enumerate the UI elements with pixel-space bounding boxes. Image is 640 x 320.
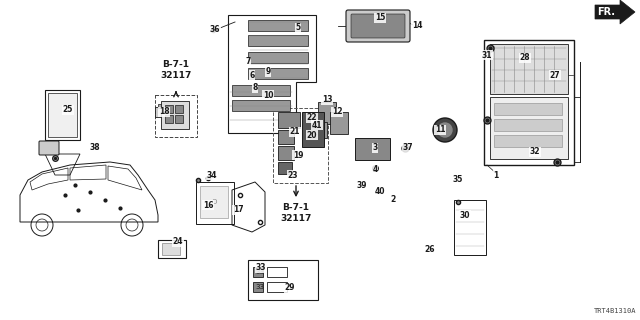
Bar [273,108,328,183]
Bar [175,105,183,113]
Text: B-7-1
32117: B-7-1 32117 [160,60,192,80]
Text: 12: 12 [332,108,342,116]
Text: 31: 31 [482,51,492,60]
Bar [165,115,173,123]
Circle shape [438,123,452,137]
Text: 2: 2 [390,196,396,204]
Circle shape [433,118,457,142]
Bar [45,90,80,140]
Bar [253,267,263,277]
Bar [175,115,183,123]
Polygon shape [595,0,635,24]
Bar [494,103,562,115]
Bar [494,119,562,131]
Text: 22: 22 [307,114,317,123]
Bar [278,112,300,128]
Text: 25: 25 [63,106,73,115]
Text: 26: 26 [425,245,435,254]
Text: 33: 33 [256,263,266,273]
Bar [278,146,294,160]
Text: 14: 14 [412,20,422,29]
Bar [490,44,568,94]
Bar [484,40,574,165]
Bar [232,100,290,111]
Text: 5: 5 [296,23,301,33]
Text: 15: 15 [375,13,385,22]
Text: 34: 34 [207,171,217,180]
Text: 17: 17 [233,205,243,214]
Text: 7: 7 [245,58,251,67]
Bar [248,52,308,63]
Text: 3: 3 [372,143,378,153]
Text: 33: 33 [255,284,264,290]
Text: 21: 21 [290,127,300,137]
Bar [302,112,324,147]
Text: 24: 24 [173,237,183,246]
Bar [155,107,169,117]
Bar [248,35,308,46]
Bar [232,85,290,96]
Text: 29: 29 [285,284,295,292]
Bar [161,101,189,129]
Text: 28: 28 [520,53,531,62]
Text: TRT4B1310A: TRT4B1310A [593,308,636,314]
Bar [494,135,562,147]
Text: O: O [211,199,217,205]
Text: 23: 23 [288,171,298,180]
Text: 36: 36 [210,26,220,35]
Text: 9: 9 [266,68,271,76]
Bar [454,200,486,255]
Bar [200,186,228,218]
Text: 40: 40 [375,188,385,196]
Text: 6: 6 [250,70,255,79]
Text: 4: 4 [372,165,378,174]
Bar [158,240,186,258]
Bar [318,102,336,124]
Bar [253,282,263,292]
Text: 19: 19 [292,150,303,159]
Bar [490,97,568,159]
Text: 10: 10 [263,91,273,100]
Text: 38: 38 [90,143,100,153]
Bar [248,20,308,31]
Text: 35: 35 [453,175,463,185]
Text: 41: 41 [312,121,323,130]
Text: FR.: FR. [597,7,615,17]
Text: 33: 33 [255,269,264,275]
Bar [313,122,327,138]
Text: 16: 16 [203,201,213,210]
Text: 8: 8 [252,84,258,92]
Bar [162,243,180,255]
Bar [278,130,294,144]
Bar [248,68,308,79]
Bar [267,267,287,277]
Text: 13: 13 [322,95,332,105]
FancyBboxPatch shape [346,10,410,42]
Text: 11: 11 [435,125,445,134]
Text: 30: 30 [460,211,470,220]
Bar [155,95,197,137]
Bar [330,112,348,134]
Bar [165,105,173,113]
Text: 27: 27 [550,70,560,79]
Bar [267,282,287,292]
Bar [196,182,234,224]
Bar [248,260,318,300]
Text: 39: 39 [356,180,367,189]
Bar [278,162,292,174]
Text: 1: 1 [493,171,499,180]
Bar [158,104,166,108]
Text: B-7-1
32117: B-7-1 32117 [280,203,312,223]
Text: 18: 18 [159,108,170,116]
Text: 20: 20 [307,131,317,140]
Bar [355,138,390,160]
Text: 32: 32 [530,148,540,156]
FancyBboxPatch shape [351,14,405,38]
FancyBboxPatch shape [39,141,59,155]
Text: 37: 37 [403,143,413,153]
Bar [48,93,77,137]
